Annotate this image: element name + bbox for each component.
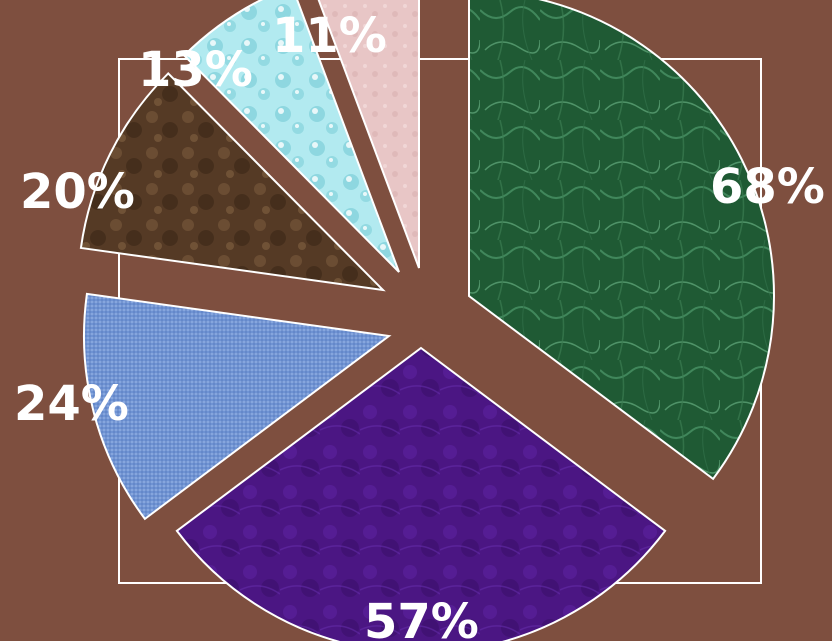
slice-label-3: 20% xyxy=(20,164,135,220)
pie-slice-1 xyxy=(175,346,667,641)
pie-slices xyxy=(79,0,775,641)
slice-label-0: 68% xyxy=(710,159,825,215)
pie-slice-0 xyxy=(468,0,775,481)
pie-slice-2 xyxy=(83,292,392,521)
pie-labels: 68% 57% 24% 20% 13% 11% xyxy=(14,8,825,641)
slice-label-5: 11% xyxy=(272,8,387,64)
pie-slice-4 xyxy=(182,0,400,273)
slice-label-4: 13% xyxy=(138,42,253,98)
pie-slice-5 xyxy=(317,0,420,269)
pie-slice-3 xyxy=(79,72,386,292)
slice-label-2: 24% xyxy=(14,376,129,432)
slice-label-1: 57% xyxy=(364,594,479,641)
